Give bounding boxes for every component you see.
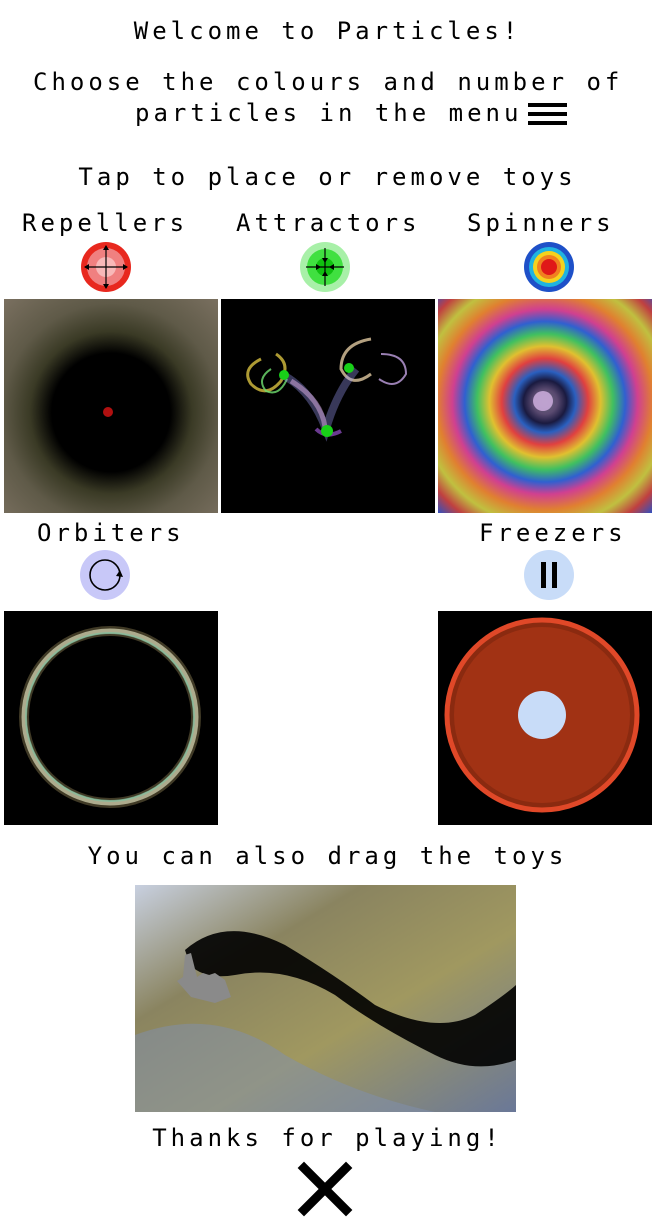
orbiters-demo [4,611,218,825]
tap-instructions: Tap to place or remove toys [78,163,577,191]
welcome-title: Welcome to Particles! [133,17,522,45]
freezer-icon [524,550,574,600]
freezers-label: Freezers [479,519,627,547]
repellers-demo [4,299,218,513]
orbiters-label: Orbiters [37,519,185,547]
repeller-icon [81,242,131,292]
attractors-demo [221,299,435,513]
instructions-line2: particles in the menu [135,99,523,127]
freezers-demo [438,611,652,825]
instructions-line1: Choose the colours and number of [33,68,624,96]
drag-instructions: You can also drag the toys [87,842,568,870]
thanks-text: Thanks for playing! [152,1124,503,1152]
spinner-icon [524,242,574,292]
attractors-label: Attractors [236,209,421,237]
spinners-demo [438,299,652,513]
drag-demo [135,885,516,1112]
hand-pointer-icon [177,953,231,1003]
close-icon[interactable] [296,1160,354,1218]
hamburger-menu-icon[interactable] [528,103,567,127]
attractor-icon [300,242,350,292]
repellers-label: Repellers [22,209,189,237]
spinners-label: Spinners [467,209,615,237]
orbiter-icon [80,550,130,600]
